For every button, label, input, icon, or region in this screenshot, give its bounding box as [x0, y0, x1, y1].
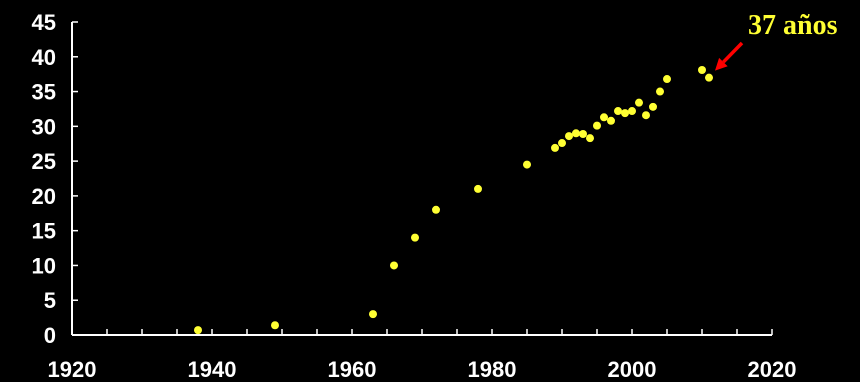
data-point — [390, 261, 398, 270]
data-point — [432, 205, 440, 214]
data-point — [656, 87, 664, 96]
x-tick-label: 2000 — [608, 357, 657, 382]
data-point — [474, 184, 482, 193]
data-point — [551, 143, 559, 152]
data-point — [621, 109, 629, 118]
annotation: 37 años — [715, 10, 838, 71]
data-points — [194, 65, 713, 335]
x-tick-label: 1960 — [328, 357, 377, 382]
x-tick-label: 2020 — [748, 357, 797, 382]
annotation-label: 37 años — [748, 10, 838, 41]
y-tick-label: 35 — [32, 80, 56, 105]
x-tick-label: 1980 — [468, 357, 517, 382]
y-tick-label: 30 — [32, 114, 56, 139]
x-tick-label: 1920 — [48, 357, 97, 382]
data-point — [614, 107, 622, 116]
data-point — [663, 75, 671, 84]
data-point — [558, 139, 566, 148]
data-point — [565, 132, 573, 141]
x-tick-label: 1940 — [188, 357, 237, 382]
y-tick-label: 25 — [32, 149, 56, 174]
data-point — [649, 102, 657, 111]
data-point — [523, 160, 531, 169]
chart-axes: 0 5 10 15 20 25 30 35 40 45 1920 1940 1960 1980 2000 20… — [32, 10, 797, 382]
y-tick-label: 10 — [32, 253, 56, 278]
data-point — [698, 65, 706, 74]
data-point — [271, 321, 279, 330]
data-point — [593, 121, 601, 130]
data-point — [369, 310, 377, 319]
data-point — [642, 111, 650, 120]
data-point — [194, 326, 202, 335]
y-tick-label: 20 — [32, 184, 56, 209]
data-point — [628, 107, 636, 116]
y-tick-label: 45 — [32, 10, 56, 35]
annotation-arrow-head — [715, 57, 728, 71]
y-tick-label: 40 — [32, 45, 56, 70]
data-point — [586, 134, 594, 143]
annotation-arrow — [722, 41, 744, 64]
data-point — [572, 129, 580, 138]
y-tick-label: 5 — [44, 288, 56, 313]
y-tick-label: 15 — [32, 219, 56, 244]
y-tick-label: 0 — [44, 323, 56, 348]
data-point — [600, 113, 608, 122]
data-point — [635, 98, 643, 107]
data-point — [579, 129, 587, 138]
data-point — [411, 233, 419, 242]
data-point — [705, 73, 713, 82]
data-point — [607, 116, 615, 125]
